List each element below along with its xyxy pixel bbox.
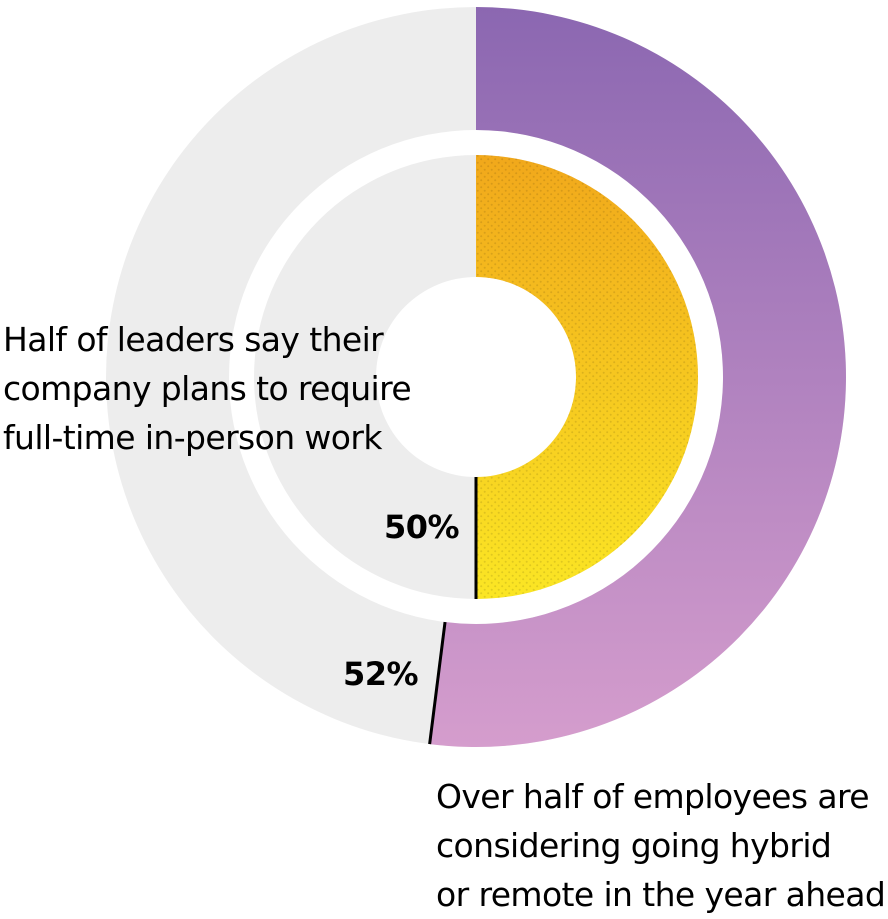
inner-ring-percent-label: 50%: [384, 508, 460, 546]
leaders-callout-line-2: company plans to require: [3, 369, 412, 408]
outer-ring-end-divider: [428, 621, 447, 745]
leaders-callout-line-1: Half of leaders say their: [3, 320, 384, 359]
employees-callout-line-3: or remote in the year ahead: [436, 875, 886, 914]
leaders-callout: Half of leaders say their company plans …: [3, 315, 412, 462]
employees-callout-line-2: considering going hybrid: [436, 826, 832, 865]
inner-ring-dot-texture: [476, 155, 698, 599]
outer-ring-percent-label: 52%: [343, 655, 419, 693]
employees-callout: Over half of employees are considering g…: [436, 772, 886, 919]
leaders-callout-line-3: full-time in-person work: [3, 418, 382, 457]
outer-ring-value-segment: [429, 7, 846, 747]
employees-callout-line-1: Over half of employees are: [436, 777, 870, 816]
